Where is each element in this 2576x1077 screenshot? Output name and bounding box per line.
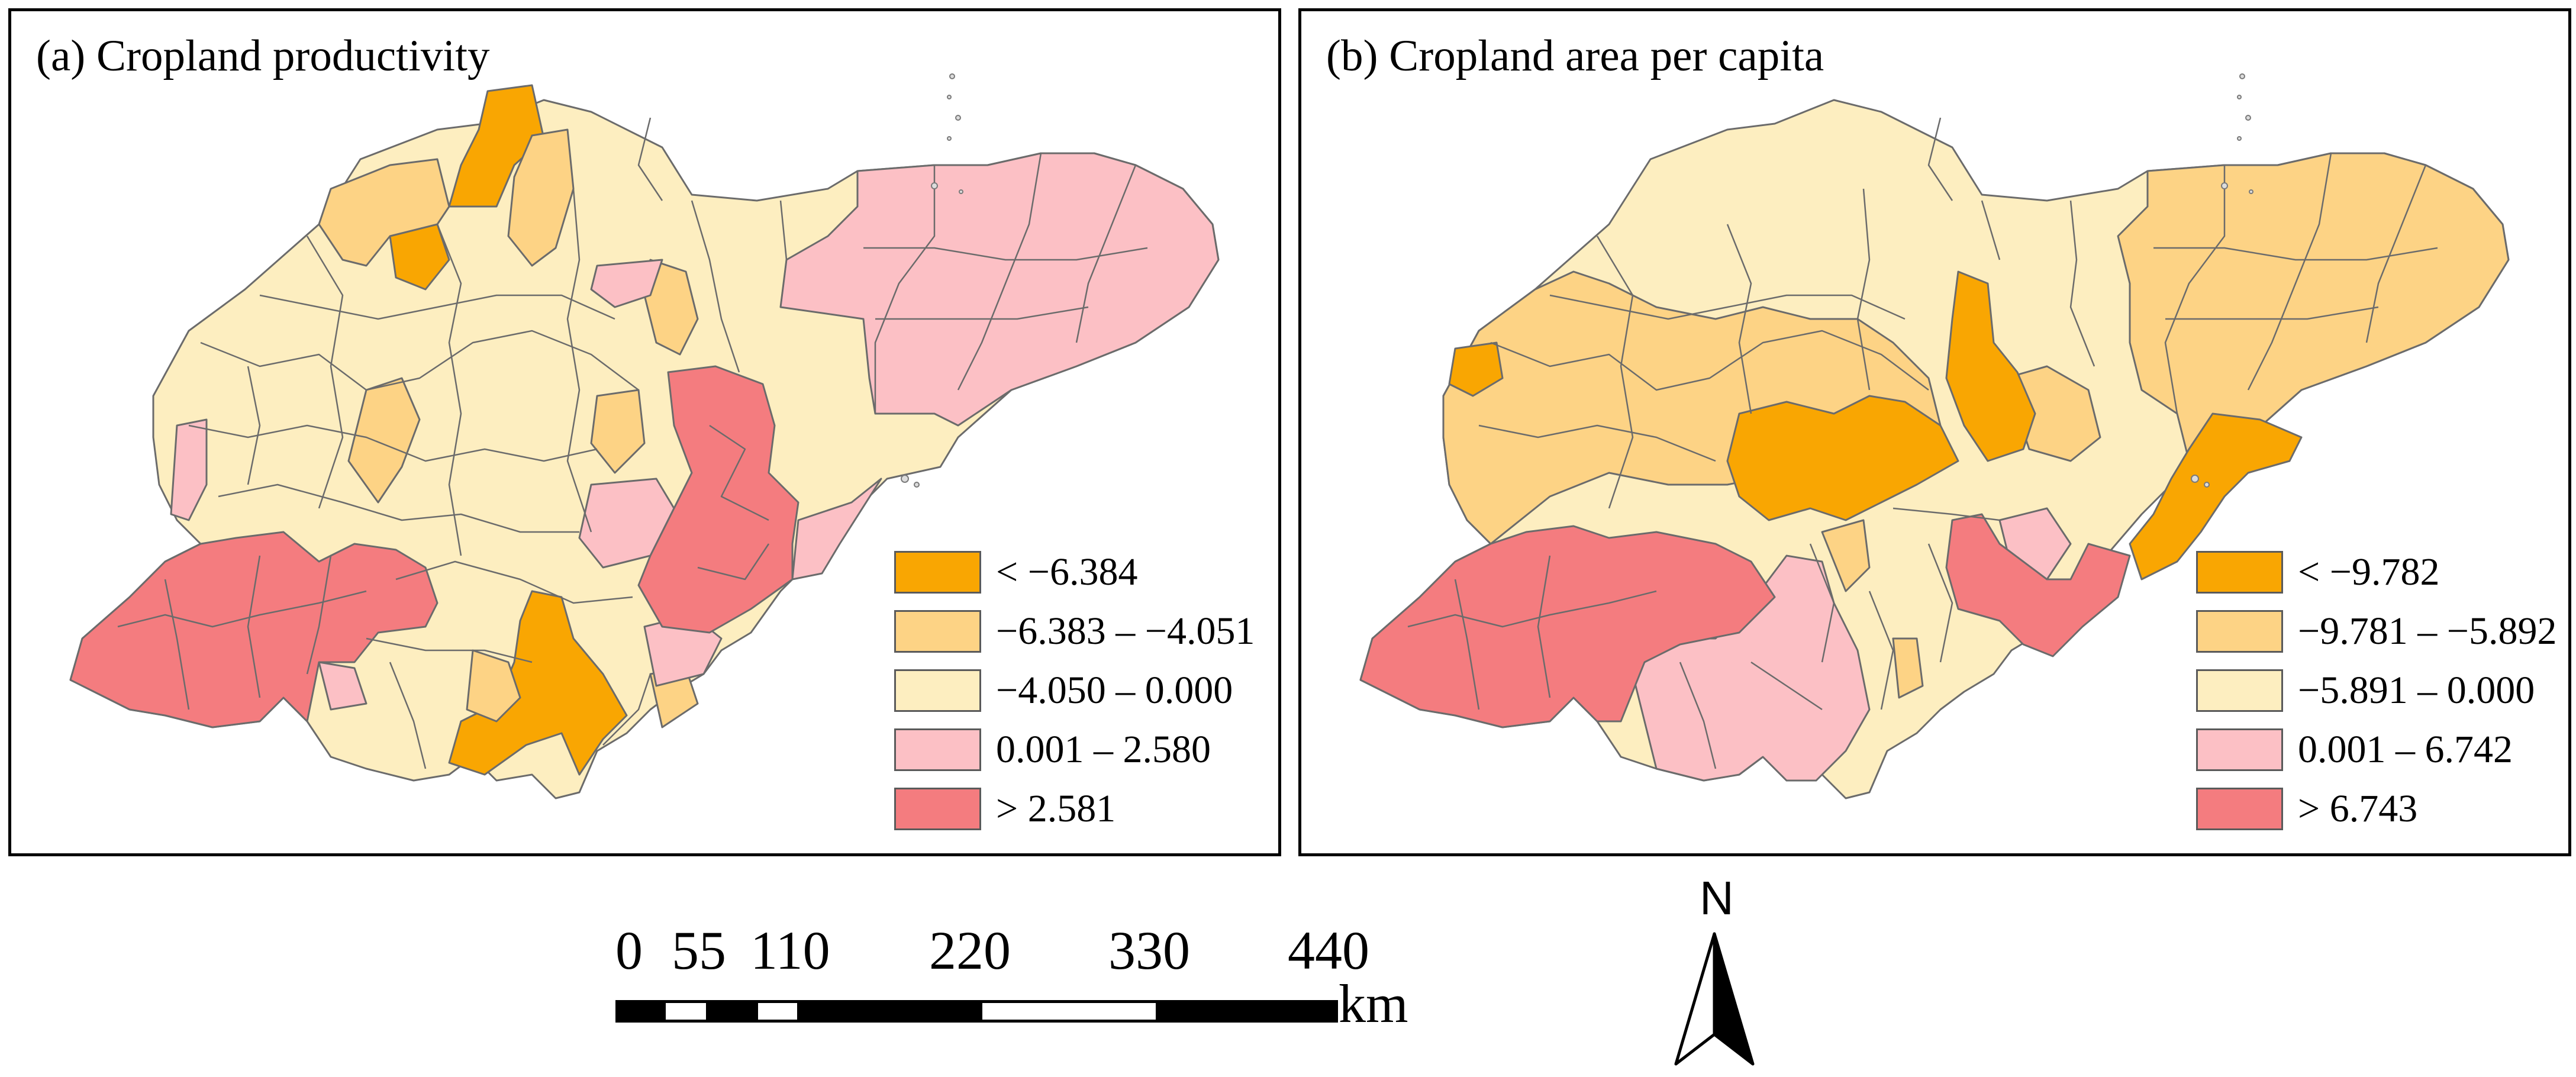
legend-item: 0.001 – 2.580 [894,721,1273,781]
region-class-2 [1892,637,1924,699]
legend-label: −4.050 – 0.000 [996,669,1233,712]
scale-bar-segment [800,1000,979,1023]
region-class-2 [590,389,646,474]
legend-swatch [894,728,981,771]
legend-item: −9.781 – −5.892 [2196,603,2568,662]
legend-swatch [2196,788,2283,830]
scale-bar-segment [615,1000,663,1023]
region-class-5 [1359,525,1776,728]
region-class-1 [1448,341,1504,397]
scale-bar-segment [709,1000,755,1023]
province-map-a [69,73,1220,799]
legend-swatch [2196,551,2283,594]
region-class-2 [347,377,421,504]
panel-title: (b) Cropland area per capita [1326,31,1824,80]
scale-unit-label: km [1339,973,1408,1034]
legend-item: < −9.782 [2196,544,2568,603]
legend-label: −9.781 – −5.892 [2298,610,2557,653]
region-class-1 [1726,395,1959,521]
legend-swatch [894,788,981,830]
map-panel-cropland-area-per-capita: (b) Cropland area per capita < −9.782 −9… [1298,8,2571,856]
scale-tick-label: 220 [929,920,1011,981]
legend-label: < −6.384 [996,550,1138,594]
map-panel-cropland-productivity: (a) Cropland productivity < −6.384 −6.38… [8,8,1281,856]
region-class-2 [466,649,521,723]
north-label: N [1700,872,1734,924]
region-class-4 [170,418,208,521]
legend-label: > 2.581 [996,787,1116,830]
scale-tick-label: 440 [1288,920,1369,981]
legend-label: 0.001 – 6.742 [2298,728,2513,771]
legend-item: −6.383 – −4.051 [894,603,1273,662]
legend-label: < −9.782 [2298,550,2440,594]
scale-bar-segment [663,1000,709,1023]
legend-item: < −6.384 [894,544,1273,603]
legend-item: −5.891 – 0.000 [2196,662,2568,721]
legend-label: > 6.743 [2298,787,2418,830]
region-class-2 [318,158,450,267]
legend-label: 0.001 – 2.580 [996,728,1211,771]
scale-bar: 0 55 110 220 330 440 km [615,923,1444,1059]
region-class-1 [2129,412,2303,581]
legend-item: −4.050 – 0.000 [894,662,1273,721]
scale-tick-label: 330 [1108,920,1190,981]
legend-swatch [2196,610,2283,653]
legend-swatch [2196,728,2283,771]
region-class-2 [507,128,575,267]
region-class-5 [1945,513,2131,657]
region-class-2 [2004,365,2101,462]
region-class-2 [2117,152,2510,462]
legend-item: > 2.581 [894,781,1273,840]
scale-bar-segment [755,1000,800,1023]
north-arrow: N [1670,875,1759,1070]
scale-bar-segment [979,1000,1159,1023]
legend-item: 0.001 – 6.742 [2196,721,2568,781]
region-class-4 [590,259,663,308]
north-arrow-icon [1674,932,1755,1066]
region-class-5 [637,365,799,634]
region-class-4 [318,661,367,711]
legend-swatch [894,610,981,653]
panel-title: (a) Cropland productivity [36,31,490,80]
legend: < −9.782 −9.781 – −5.892 −5.891 – 0.000 … [2196,544,2568,840]
region-class-5 [69,531,439,728]
legend-label: −6.383 – −4.051 [996,610,1255,653]
legend-swatch [894,551,981,594]
scale-tick-label: 0 [615,920,643,981]
scale-tick-label: 55 [672,920,726,981]
legend: < −6.384 −6.383 – −4.051 −4.050 – 0.000 … [894,544,1273,840]
legend-item: > 6.743 [2196,781,2568,840]
legend-swatch [894,669,981,712]
scale-tick-label: 110 [750,920,830,981]
region-class-2 [1821,519,1871,592]
province-map-b [1359,73,2510,799]
region-class-1 [448,84,545,208]
region-class-1 [1945,270,2036,462]
legend-swatch [2196,669,2283,712]
legend-label: −5.891 – 0.000 [2298,669,2535,712]
scale-bar-segment [1159,1000,1338,1023]
